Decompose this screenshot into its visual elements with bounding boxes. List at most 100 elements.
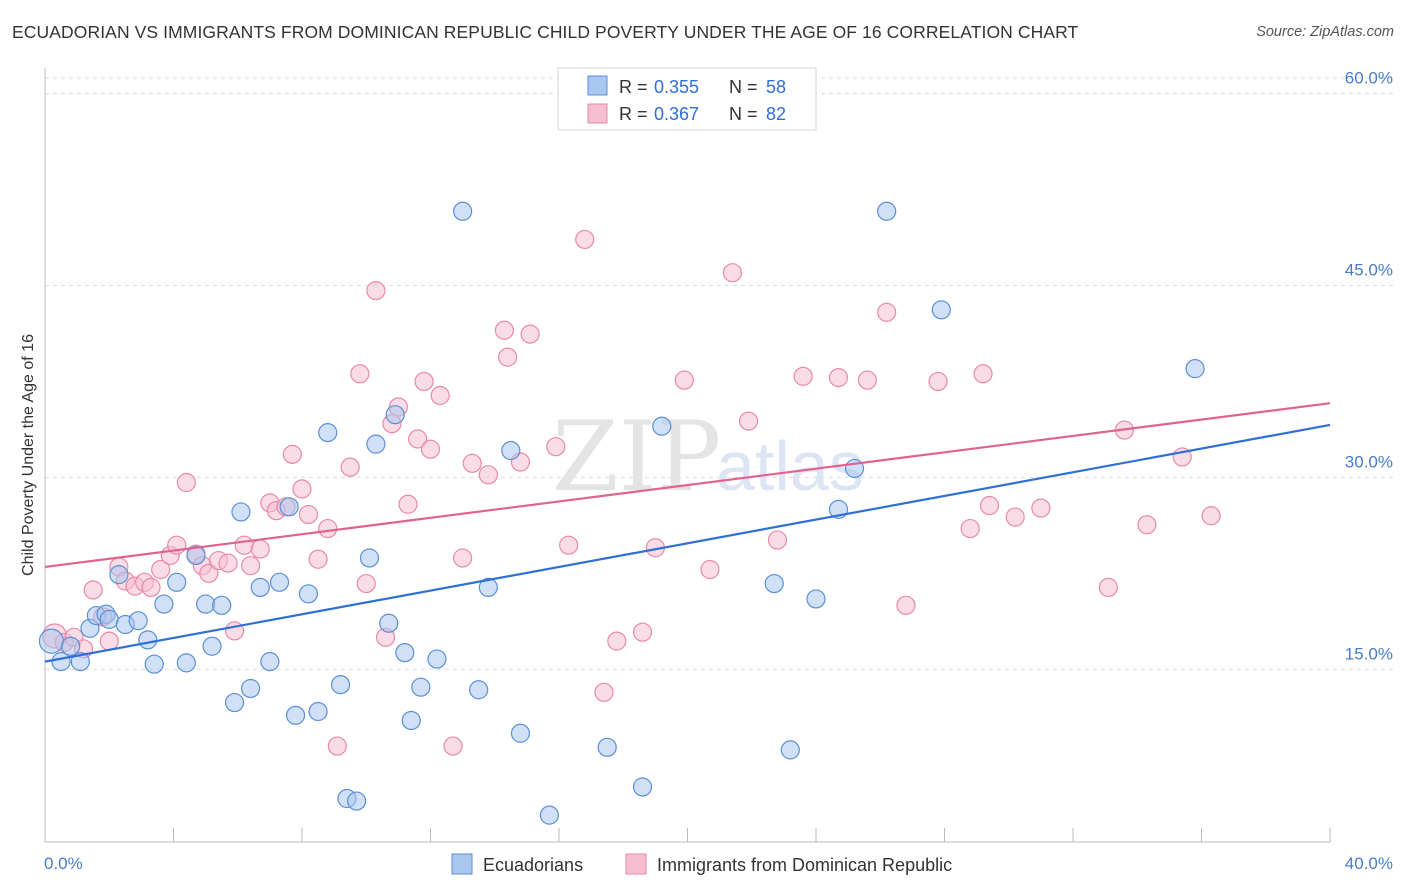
- dominican-point: [99, 631, 119, 651]
- dominican-point: [199, 563, 219, 583]
- dominican-point: [430, 385, 450, 406]
- legend-n-value: 82: [766, 104, 786, 124]
- dominican-point: [234, 535, 254, 555]
- dominican-point: [559, 535, 579, 555]
- legend-n-label: N =: [729, 104, 758, 124]
- y-axis-title: Child Poverty Under the Age of 16: [20, 334, 37, 576]
- dominican-point: [896, 595, 916, 615]
- ecuadorian-point: [61, 636, 81, 656]
- ecuadorian-point: [224, 692, 245, 713]
- dominican-point: [478, 465, 498, 485]
- ecuadorian-point: [931, 300, 951, 320]
- ecuadorian-point: [501, 440, 521, 461]
- dominican-point: [674, 370, 694, 390]
- ecuadorian-point: [154, 594, 174, 614]
- dominican-point: [722, 263, 743, 283]
- ecuadorian-point: [1185, 359, 1205, 379]
- bottom-legend-ecuadorians: Ecuadorians: [483, 855, 583, 875]
- ecuadorian-point: [379, 613, 399, 633]
- ecuadorian-point: [279, 497, 299, 517]
- dominican-point: [462, 453, 482, 473]
- dominican-point: [398, 494, 418, 514]
- ecuadorian-point: [298, 584, 319, 604]
- ecuadorian-point: [395, 643, 415, 663]
- dominican-point: [738, 411, 759, 431]
- ecuadorian-point: [231, 502, 251, 522]
- dominican-point: [1137, 515, 1157, 535]
- ecuadorian-point: [269, 572, 290, 592]
- ecuadorian-point: [38, 628, 65, 654]
- ecuadorian-point: [780, 740, 800, 760]
- ecuadorian-point: [186, 545, 206, 566]
- legend-r-label: R =: [619, 77, 648, 97]
- ecuadorian-point: [597, 737, 617, 757]
- legend-n-label: N =: [729, 77, 758, 97]
- ecuadorian-point: [70, 652, 90, 672]
- dominican-point: [960, 518, 980, 539]
- y-tick-label: 60.0%: [1345, 69, 1393, 88]
- legend: R = 0.355 N = 58 R = 0.367 N = 82: [557, 67, 817, 131]
- dominican-point: [575, 229, 595, 250]
- legend-n-value: 58: [766, 77, 786, 97]
- dominican-point: [318, 518, 338, 539]
- ecuadorian-point: [144, 654, 164, 674]
- dominican-point: [356, 573, 376, 594]
- ecuadorian-point: [109, 565, 129, 585]
- ecuadorian-point: [250, 577, 270, 598]
- ecuadorian-point: [806, 589, 826, 609]
- legend-r-value: 0.367: [654, 104, 699, 124]
- bottom-legend-dominican: Immigrants from Dominican Republic: [657, 855, 952, 875]
- dominican-point: [420, 439, 441, 459]
- ecuadorian-point: [330, 675, 351, 695]
- bottom-legend-swatch-ecuadorians: [451, 853, 473, 875]
- chart-title: ECUADORIAN VS IMMIGRANTS FROM DOMINICAN …: [12, 22, 1079, 42]
- dominican-point: [767, 530, 788, 550]
- y-tick-label: 45.0%: [1345, 260, 1393, 279]
- ecuadorian-point: [202, 636, 222, 656]
- ecuadorian-point: [138, 630, 158, 650]
- ecuadorian-point: [478, 577, 498, 598]
- ecuadorian-point: [510, 723, 531, 743]
- axes: [44, 68, 1331, 843]
- dominican-point: [176, 472, 196, 493]
- bottom-legend-swatch-dominican: [625, 853, 647, 875]
- dominican-point: [546, 437, 566, 457]
- legend-r-value: 0.355: [654, 77, 699, 97]
- dominican-point: [1031, 498, 1051, 518]
- dominican-point: [83, 580, 103, 600]
- dominican-point: [292, 479, 312, 499]
- ecuadorian-point: [318, 423, 338, 443]
- ecuadorian-point: [764, 573, 784, 594]
- dominican-point: [340, 457, 360, 477]
- bottom-legend: Ecuadorians Immigrants from Dominican Re…: [451, 853, 952, 875]
- ecuadorian-point: [427, 649, 447, 669]
- dominican-point: [1201, 506, 1221, 526]
- ecuadorian-trend-line: [44, 423, 1331, 663]
- ecuadorian-point: [212, 595, 232, 615]
- ecuadorian-point: [128, 611, 148, 631]
- dominican-point: [250, 539, 270, 559]
- ecuadorian-point: [453, 201, 473, 221]
- dominican-point: [928, 371, 948, 392]
- trend-lines: [44, 402, 1331, 663]
- ecuadorian-point: [632, 777, 653, 797]
- ecuadorian-point: [51, 652, 71, 672]
- dominican-point: [594, 682, 614, 702]
- x-tick-min: 0.0%: [44, 854, 83, 873]
- dominican-point: [350, 364, 370, 384]
- ecuadorian-point: [469, 680, 489, 700]
- ecuadorian-point: [241, 678, 261, 699]
- dominican-point: [498, 347, 518, 367]
- dominican-point: [828, 368, 849, 388]
- dominican-point: [793, 366, 813, 386]
- dominican-point: [607, 631, 627, 651]
- ecuadorian-point: [196, 594, 216, 614]
- dominican-point: [414, 371, 434, 392]
- dominican-point: [453, 548, 473, 568]
- ecuadorian-point: [359, 548, 380, 568]
- ecuadorian-point: [260, 652, 280, 672]
- ecuadorian-point: [652, 416, 672, 436]
- ecuadorian-point: [385, 405, 405, 425]
- x-tick-max: 40.0%: [1345, 854, 1393, 873]
- source-label: Source: ZipAtlas.com: [1256, 24, 1394, 40]
